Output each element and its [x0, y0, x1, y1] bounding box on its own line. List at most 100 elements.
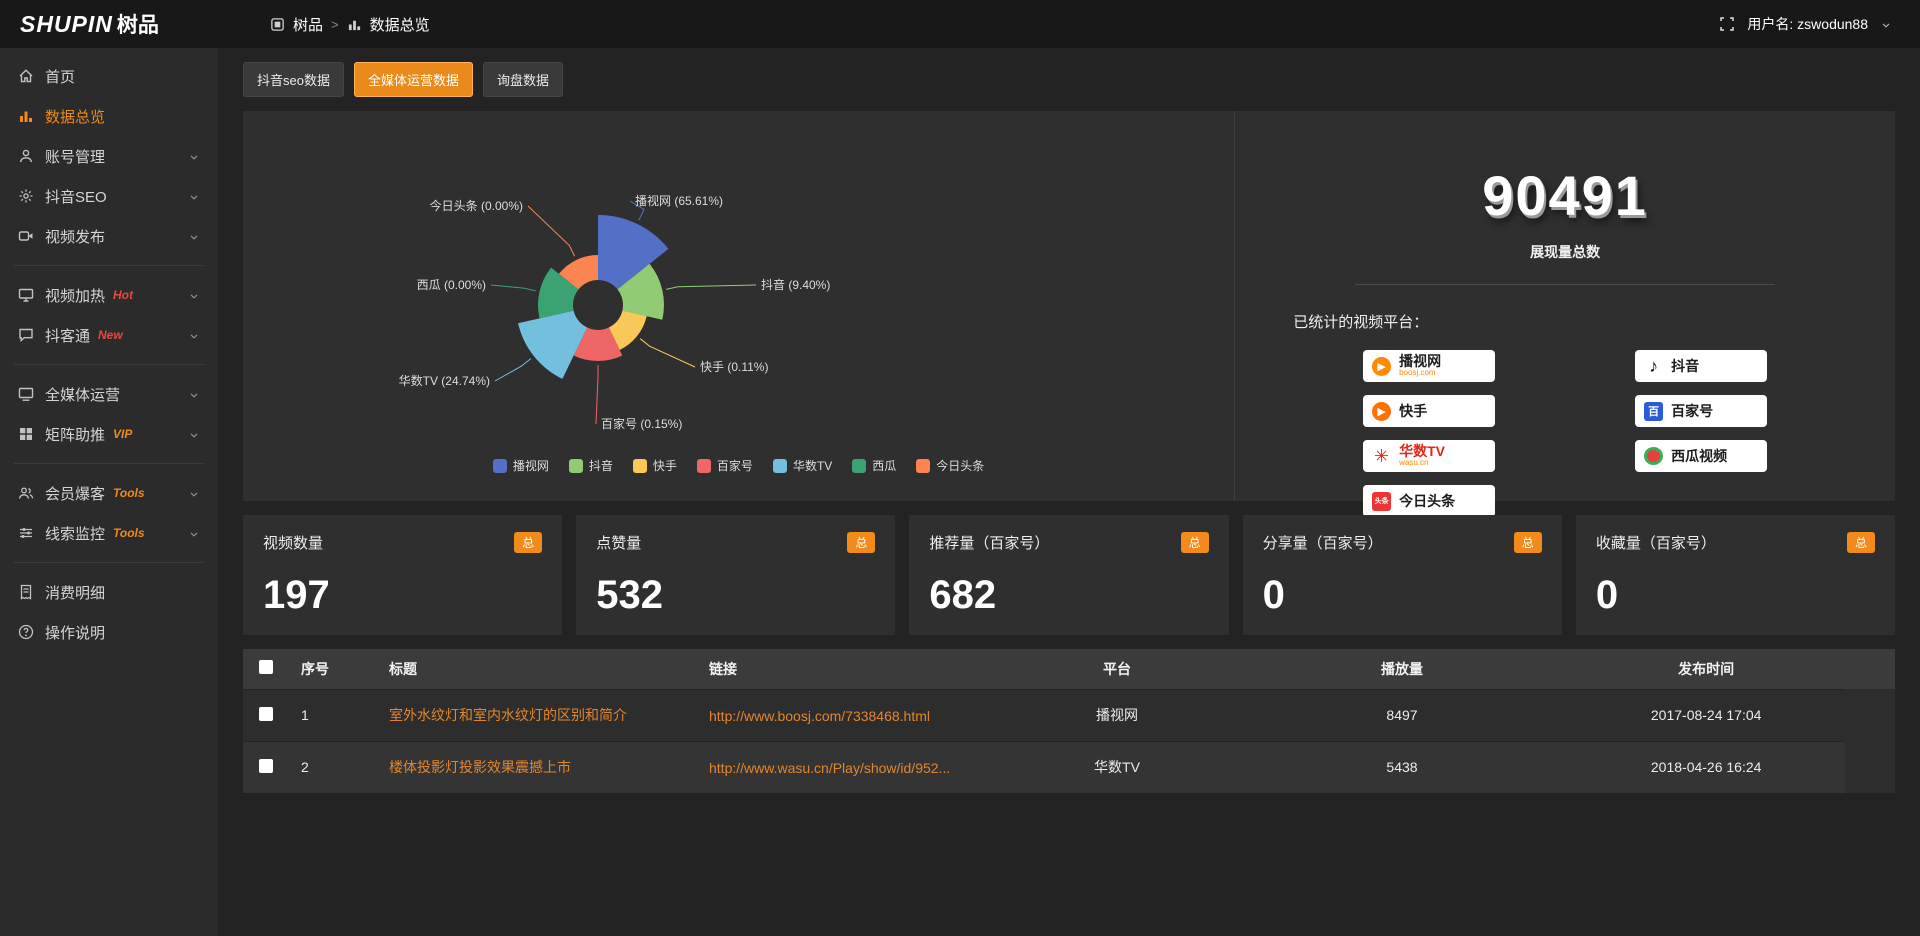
sidebar-item-label: 操作说明	[45, 624, 106, 642]
legend-item-抖音[interactable]: 抖音	[568, 457, 613, 474]
sidebar-item-11[interactable]: 消费明细	[0, 572, 218, 612]
legend-item-西瓜[interactable]: 西瓜	[852, 457, 896, 474]
cell-plays: 8497	[1237, 688, 1567, 741]
sidebar-item-6[interactable]: 抖客通 New	[0, 315, 218, 355]
card-total-badge[interactable]: 总	[847, 532, 876, 553]
cell-url-link[interactable]: http://www.wasu.cn/Play/show/id/952...	[709, 759, 951, 776]
cell-no: 2	[289, 740, 377, 793]
legend-item-百家号[interactable]: 百家号	[696, 457, 753, 474]
legend-label: 今日头条	[936, 459, 985, 473]
total-impressions-label: 展现量总数	[1530, 244, 1601, 260]
row-checkbox[interactable]	[259, 706, 273, 721]
pie-label-line	[639, 338, 696, 368]
sidebar-item-9[interactable]: 会员爆客 Tools	[0, 473, 218, 513]
platform-name: 播视网	[1399, 353, 1442, 370]
legend-label: 抖音	[588, 459, 613, 473]
pie-slice-百家号[interactable]	[573, 327, 623, 362]
cell-url-link[interactable]: http://www.boosj.com/7338468.html	[709, 707, 931, 724]
pie-label-line	[527, 205, 576, 257]
sidebar-item-2[interactable]: 账号管理	[0, 136, 218, 176]
pie-label: 快手 (0.11%)	[700, 360, 768, 374]
card-top: 点赞量 总	[596, 532, 876, 553]
sliders-icon	[18, 525, 34, 541]
boosj-icon: ▶	[1372, 356, 1392, 376]
card-total-badge[interactable]: 总	[1513, 532, 1542, 553]
nav-badge: Tools	[113, 526, 145, 540]
pie-slice-西瓜[interactable]	[537, 267, 579, 319]
sidebar-item-4[interactable]: 视频发布	[0, 216, 218, 256]
chevron-down-icon	[188, 190, 200, 202]
sidebar-item-label: 线索监控	[45, 525, 106, 543]
stat-card-4: 收藏量（百家号） 总 0	[1575, 515, 1896, 635]
tab-0[interactable]: 抖音seo数据	[243, 62, 344, 97]
nav-badge: Hot	[113, 288, 134, 302]
table-body: 1 室外水纹灯和室内水纹灯的区别和简介 http://www.boosj.com/7…	[243, 688, 1895, 793]
chat-icon	[18, 327, 34, 343]
grid-icon	[18, 426, 34, 442]
platform-badge-西瓜视频: 西瓜视频	[1635, 440, 1768, 472]
topbar: SHUPIN 树品 树品 > 数据总览 用户名: zswodun88	[0, 0, 1920, 48]
card-top: 推荐量（百家号） 总	[929, 532, 1209, 553]
tab-1[interactable]: 全媒体运营数据	[353, 62, 473, 97]
legend-item-播视网[interactable]: 播视网	[492, 457, 549, 474]
chevron-down-icon	[188, 388, 200, 400]
pie-label: 抖音 (9.40%)	[761, 277, 830, 292]
cell-title-link[interactable]: 室外水纹灯和室内水纹灯的区别和简介	[389, 707, 627, 723]
douyin-icon: ♪	[1649, 355, 1659, 376]
pie-label: 华数TV (24.74%)	[399, 373, 490, 388]
platform-badge-快手: ▶ 快手	[1363, 395, 1496, 427]
legend-item-华数TV[interactable]: 华数TV	[772, 457, 832, 474]
tab-2[interactable]: 询盘数据	[482, 62, 563, 97]
legend-item-快手[interactable]: 快手	[632, 457, 677, 474]
platform-name: 百家号	[1671, 402, 1714, 419]
fullscreen-icon[interactable]	[1719, 16, 1735, 32]
sidebar-item-0[interactable]: 首页	[0, 56, 218, 96]
breadcrumb-separator: >	[331, 16, 339, 32]
sidebar-item-3[interactable]: 抖音SEO	[0, 176, 218, 216]
pie-slice-华数TV[interactable]	[518, 310, 588, 379]
page-icon	[347, 17, 362, 32]
sidebar-item-8[interactable]: 矩阵助推 VIP	[0, 414, 218, 454]
pie-slice-今日头条[interactable]	[558, 254, 598, 290]
topbar-right: 用户名: zswodun88	[1719, 14, 1920, 34]
card-top: 分享量（百家号） 总	[1263, 532, 1542, 553]
row-checkbox[interactable]	[259, 758, 273, 773]
stat-card-1: 点赞量 总 532	[576, 515, 896, 635]
pie-slice-抖音[interactable]	[617, 263, 664, 320]
pie-slice-快手[interactable]	[608, 310, 647, 350]
legend-item-今日头条[interactable]: 今日头条	[916, 457, 984, 474]
sidebar: 首页 数据总览 账号管理 抖音SEO 视频发布视频加热 Hot 抖客通 New 全媒体运营 矩阵助…	[0, 48, 218, 936]
app-logo: SHUPIN 树品	[0, 9, 218, 39]
cell-title-link[interactable]: 楼体投影灯投影效果震撼上市	[389, 759, 571, 776]
data-table: 序号 标题 链接 平台 播放量 发布时间 1 室外水纹灯和室内水纹灯的区别和简介 http:/…	[243, 649, 1895, 793]
card-value: 682	[929, 573, 997, 617]
table-head: 序号 标题 链接 平台 播放量 发布时间	[243, 649, 1895, 689]
sidebar-item-5[interactable]: 视频加热 Hot	[0, 275, 218, 315]
summary-divider	[1355, 284, 1776, 285]
wasu-icon: ✳	[1374, 445, 1390, 466]
sidebar-item-7[interactable]: 全媒体运营	[0, 374, 218, 414]
username[interactable]: 用户名: zswodun88	[1747, 16, 1868, 32]
chevron-down-icon[interactable]	[1880, 18, 1892, 30]
col-header-1: 标题	[377, 649, 697, 689]
breadcrumb-current: 数据总览	[369, 16, 430, 34]
cell-plays: 5438	[1237, 740, 1567, 793]
sidebar-item-label: 会员爆客	[45, 485, 106, 503]
card-total-badge[interactable]: 总	[1180, 532, 1209, 553]
card-value: 0	[1262, 573, 1285, 617]
card-total-badge[interactable]: 总	[1847, 532, 1876, 553]
sidebar-item-10[interactable]: 线索监控 Tools	[0, 513, 218, 553]
card-total-badge[interactable]: 总	[514, 532, 543, 553]
col-header-0: 序号	[289, 649, 377, 689]
cell-time: 2017-08-24 17:04	[1567, 688, 1846, 741]
card-value: 0	[1595, 573, 1619, 617]
sidebar-item-1[interactable]: 数据总览	[0, 96, 218, 136]
cell-platform: 播视网	[997, 688, 1237, 741]
select-all-checkbox[interactable]	[259, 660, 273, 675]
receipt-icon	[18, 584, 34, 600]
breadcrumb-root[interactable]: 树品	[293, 16, 324, 34]
pie-slice-播视网[interactable]	[598, 215, 669, 290]
chart-panel: 播视网 (65.61%) 抖音 (9.40%) 快手 (0.11%) 百家号 (0.1…	[243, 111, 1895, 517]
sidebar-item-12[interactable]: 操作说明	[0, 612, 218, 652]
breadcrumb: 树品 > 数据总览	[270, 14, 430, 35]
